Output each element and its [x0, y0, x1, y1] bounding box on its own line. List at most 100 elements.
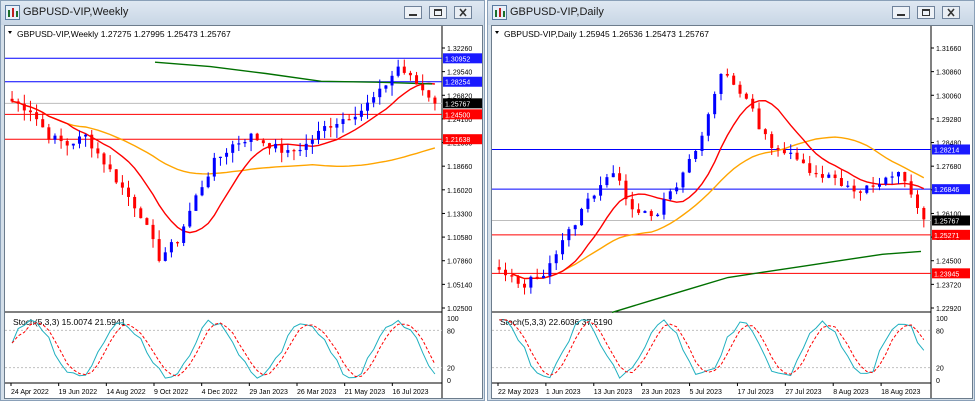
price-axis-label: 1.26820 [447, 93, 472, 100]
time-axis-label: 14 Aug 2022 [106, 389, 145, 396]
candle-body [120, 182, 124, 188]
candle-body [127, 187, 131, 197]
candle-body [84, 134, 88, 137]
close-button[interactable] [454, 6, 472, 19]
level-badge [932, 144, 970, 155]
candle-body [542, 275, 546, 279]
chart-menu-arrow-icon[interactable] [8, 31, 12, 34]
window-title: GBPUSD-VIP,Weekly [23, 6, 129, 18]
candle-body [243, 141, 247, 144]
candle-body [133, 196, 137, 209]
maximize-button[interactable] [917, 6, 935, 19]
ma-slow-line [611, 250, 922, 314]
candle-body [255, 133, 259, 141]
candle-body [554, 254, 558, 264]
stoch-axis-label: 80 [936, 328, 944, 335]
candle-body [719, 73, 723, 94]
candle-body [304, 143, 308, 150]
time-axis-label: 1 Jun 2023 [546, 389, 581, 396]
candle-body [668, 191, 672, 200]
candle-body [586, 198, 590, 209]
price-axis-label: 1.07860 [447, 259, 472, 266]
candle-body [814, 172, 818, 175]
candle-body [858, 191, 862, 193]
candle-body [323, 126, 327, 131]
weekly-chart-window[interactable]: GBPUSD-VIP,Weekly GBPUSD-VIP,Weekly 1.27… [0, 0, 485, 401]
price-axis-label: 1.31660 [936, 46, 961, 53]
time-axis-label: 29 Jan 2023 [249, 389, 288, 396]
candle-body [884, 177, 888, 185]
candle-body [96, 148, 100, 154]
stoch-axis-label: 100 [936, 316, 948, 323]
candle-body [637, 209, 641, 213]
candle-body [35, 112, 39, 120]
candle-body [237, 143, 241, 145]
time-axis-label: 24 Apr 2022 [11, 389, 49, 396]
candle-body [896, 172, 900, 177]
minimize-button[interactable] [404, 6, 422, 19]
maximize-button[interactable] [429, 6, 447, 19]
candle-body [706, 114, 710, 136]
daily-title-bar[interactable]: GBPUSD-VIP,Daily [488, 1, 974, 25]
price-axis-label: 1.23720 [936, 282, 961, 289]
stoch-main-line [11, 319, 436, 379]
time-axis-label: 4 Dec 2022 [202, 389, 238, 396]
level-badge-label: 1.28214 [934, 147, 959, 154]
candle-body [292, 150, 296, 152]
price-axis-label: 1.24100 [447, 117, 472, 124]
stoch-axis-label: 20 [936, 366, 944, 373]
minimize-button[interactable] [892, 6, 910, 19]
candle-body [139, 208, 143, 219]
daily-price-chart[interactable]: GBPUSD-VIP,Daily 1.25945 1.26536 1.25473… [492, 26, 972, 398]
candle-body [188, 210, 192, 227]
stoch-axis-label: 100 [447, 316, 459, 323]
candle-body [114, 169, 118, 183]
candle-body [497, 267, 501, 270]
weekly-title-bar[interactable]: GBPUSD-VIP,Weekly [1, 1, 484, 25]
time-axis-label: 17 Jul 2023 [737, 389, 773, 396]
candle-body [378, 88, 382, 98]
price-axis-label: 1.30060 [936, 93, 961, 100]
chart-menu-arrow-icon[interactable] [495, 31, 499, 34]
candle-body [274, 143, 278, 149]
candle-body [643, 211, 647, 213]
candle-body [782, 149, 786, 154]
candle-body [573, 225, 577, 230]
daily-chart-window[interactable]: GBPUSD-VIP,Daily GBPUSD-VIP,Daily 1.2594… [487, 0, 975, 401]
candle-body [846, 185, 850, 187]
candle-body [280, 143, 284, 153]
candle-body [261, 140, 265, 144]
candle-body [408, 72, 412, 76]
price-axis-label: 1.22920 [936, 306, 961, 313]
time-axis-label: 26 Mar 2023 [297, 389, 336, 396]
level-badge [443, 76, 482, 87]
candle-body [65, 141, 69, 146]
level-badge-label: 1.24500 [445, 112, 470, 119]
candle-body [163, 252, 167, 261]
price-axis-label: 1.18660 [447, 164, 472, 171]
close-button[interactable] [942, 6, 960, 19]
candle-body [267, 143, 271, 149]
candle-body [827, 174, 831, 178]
candle-body [200, 187, 204, 196]
price-axis-label: 1.28480 [936, 141, 961, 148]
weekly-chart-area[interactable]: GBPUSD-VIP,Weekly 1.27275 1.27995 1.2547… [4, 25, 483, 399]
candle-body [852, 185, 856, 192]
candle-body [694, 151, 698, 159]
candle-body [865, 185, 869, 193]
candle-body [335, 123, 339, 128]
level-badge-label: 1.25271 [934, 233, 959, 240]
candle-body [359, 110, 363, 117]
candle-body [415, 75, 419, 85]
candle-body [599, 185, 603, 196]
price-axis-label: 1.32260 [447, 46, 472, 53]
weekly-price-chart[interactable]: GBPUSD-VIP,Weekly 1.27275 1.27995 1.2547… [5, 26, 482, 398]
daily-chart-area[interactable]: GBPUSD-VIP,Daily 1.25945 1.26536 1.25473… [491, 25, 973, 399]
level-badge [932, 268, 970, 279]
candle-body [820, 174, 824, 178]
candle-body [624, 180, 628, 200]
candle-body [510, 275, 514, 277]
price-axis-label: 1.29540 [447, 70, 472, 77]
candle-body [776, 147, 780, 150]
stoch-axis-label: 0 [936, 378, 940, 385]
